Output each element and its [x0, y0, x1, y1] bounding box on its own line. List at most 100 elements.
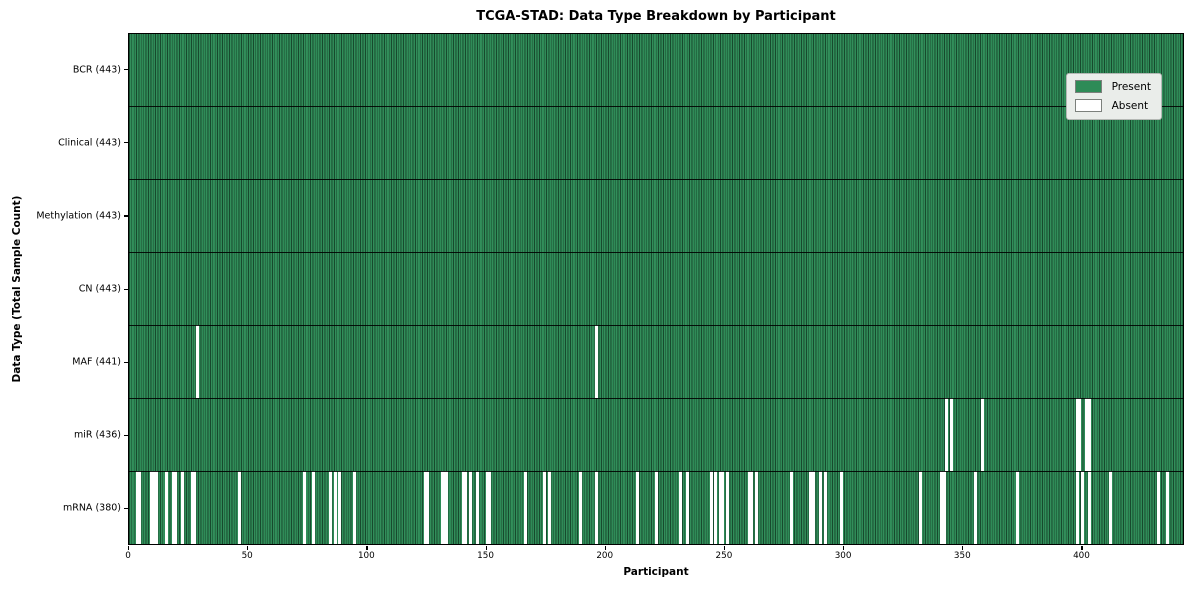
absent-stripe: [635, 471, 639, 544]
heatmap-row-CN: [129, 253, 1183, 326]
legend-label-present: Present: [1111, 80, 1151, 93]
chart-title: TCGA-STAD: Data Type Breakdown by Partic…: [476, 9, 836, 24]
absent-stripe: [181, 471, 185, 544]
heatmap-row-Methylation: [129, 180, 1183, 253]
absent-stripe: [328, 471, 332, 544]
plot-area: Present Absent: [128, 33, 1184, 545]
y-tick-mark: [123, 288, 128, 290]
absent-stripe: [476, 471, 480, 544]
absent-stripe: [445, 471, 449, 544]
absent-stripe: [488, 471, 492, 544]
absent-stripe: [918, 471, 922, 544]
y-tick-mark: [123, 507, 128, 510]
absent-stripe: [1075, 471, 1079, 544]
absent-stripe: [595, 325, 599, 399]
heatmap-row-MAF: [129, 325, 1183, 399]
x-tick-mark: [1081, 546, 1083, 550]
x-tick-label: 400: [1073, 551, 1090, 561]
x-tick-label: 50: [241, 551, 253, 561]
x-tick-mark: [723, 546, 726, 550]
absent-stripe: [940, 471, 944, 544]
absent-stripe: [678, 471, 682, 544]
absent-stripe: [190, 471, 194, 544]
x-tick-mark: [485, 546, 487, 550]
y-tick-mark: [123, 69, 128, 71]
absent-stripe: [1078, 398, 1082, 472]
absent-stripe: [426, 471, 430, 544]
absent-stripe: [1109, 471, 1113, 544]
absent-stripe: [523, 471, 527, 544]
x-tick-label: 350: [953, 551, 971, 561]
y-axis-tick-labels: BCR (443) Clinical (443) Methylation (443)…: [0, 0, 128, 600]
y-tick-label-CN: CN (443): [78, 283, 121, 295]
absent-stripe: [462, 471, 466, 544]
absent-stripe: [747, 471, 751, 544]
absent-stripe: [464, 471, 468, 544]
y-tick-label-miR: miR (436): [73, 429, 121, 441]
absent-stripe: [811, 471, 815, 544]
absent-stripe: [709, 471, 713, 544]
absent-stripe: [136, 471, 140, 544]
absent-stripe: [726, 471, 730, 544]
absent-stripe: [238, 471, 242, 544]
absent-stripe: [595, 471, 599, 544]
row-divider-line: [129, 324, 1183, 326]
absent-stripe: [1087, 398, 1091, 472]
absent-stripe: [818, 471, 822, 544]
legend-label-absent: Absent: [1111, 99, 1149, 112]
row-divider-line: [129, 397, 1183, 399]
row-divider-line: [129, 179, 1183, 181]
legend: Present Absent: [1065, 73, 1162, 120]
x-tick-label: 0: [125, 551, 131, 561]
absent-stripe: [150, 471, 154, 544]
absent-stripe: [714, 471, 718, 544]
absent-stripe: [973, 471, 977, 544]
x-tick-mark: [843, 546, 845, 550]
y-tick-mark: [123, 361, 128, 363]
absent-stripe: [578, 471, 582, 544]
absent-stripe: [352, 471, 356, 544]
absent-stripe: [443, 471, 447, 544]
absent-stripe: [809, 471, 813, 544]
absent-stripe: [164, 471, 168, 544]
absent-stripe: [424, 471, 427, 544]
x-tick-label: 150: [477, 551, 494, 561]
y-tick-label-Clinical: Clinical (443): [58, 137, 121, 149]
x-tick-mark: [962, 546, 964, 550]
absent-stripe: [945, 398, 949, 472]
y-tick-label-MAF: MAF (441): [72, 356, 121, 368]
absent-stripe: [790, 471, 794, 544]
absent-stripe: [685, 471, 689, 544]
absent-stripe: [942, 471, 946, 544]
row-divider-line: [129, 470, 1183, 472]
heatmap-row-Clinical: [129, 107, 1183, 180]
absent-stripe: [485, 471, 489, 544]
absent-stripe: [302, 471, 306, 544]
x-tick-mark: [366, 546, 368, 550]
x-axis-label: Participant: [623, 566, 689, 578]
absent-stripe: [440, 471, 444, 544]
absent-stripe: [949, 398, 953, 472]
y-tick-mark: [123, 215, 128, 217]
row-divider-line: [129, 106, 1183, 108]
absent-stripe: [754, 471, 758, 544]
x-tick-label: 250: [715, 551, 733, 561]
heatmap-row-BCR: [129, 34, 1183, 107]
absent-stripe: [654, 471, 658, 544]
y-tick-mark: [123, 434, 128, 436]
legend-item-absent: Absent: [1074, 99, 1151, 112]
absent-stripe: [195, 325, 199, 399]
absent-stripe: [719, 471, 723, 544]
absent-stripe: [174, 471, 178, 544]
present-swatch-icon: [1074, 80, 1102, 93]
absent-stripe: [980, 398, 984, 472]
absent-stripe: [152, 471, 156, 544]
y-tick-label-BCR: BCR (443): [72, 64, 121, 76]
absent-stripe: [749, 471, 753, 544]
x-tick-label: 300: [834, 551, 852, 561]
absent-stripe: [547, 471, 551, 544]
absent-stripe: [338, 471, 342, 544]
absent-stripe: [1156, 471, 1160, 544]
absent-stripe: [1075, 398, 1079, 472]
